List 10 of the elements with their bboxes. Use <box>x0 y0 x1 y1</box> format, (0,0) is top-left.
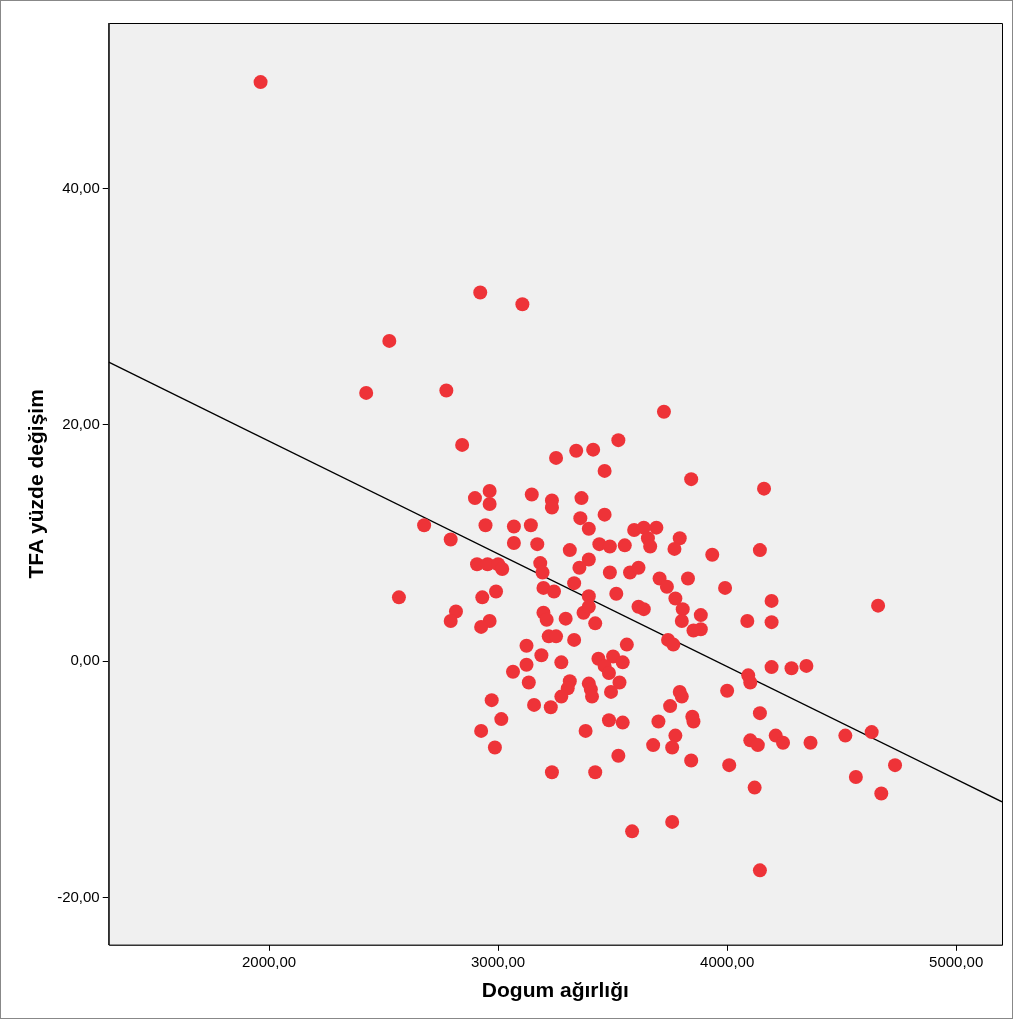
x-axis-title: Dogum ağırlığı <box>481 978 629 1002</box>
y-tick-label: 0,00 <box>70 651 100 669</box>
x-tick-label: 5000,00 <box>929 952 984 970</box>
y-tick-label: 20,00 <box>62 414 100 432</box>
x-tick-label: 2000,00 <box>241 952 297 970</box>
y-tick-label: -20,00 <box>57 887 100 905</box>
x-tick-label: 3000,00 <box>470 952 526 970</box>
x-tick-label: 4000,00 <box>700 952 755 970</box>
y-axis-title: TFA yüzde değişim <box>24 389 48 579</box>
y-tick-label: 40,00 <box>62 178 100 196</box>
